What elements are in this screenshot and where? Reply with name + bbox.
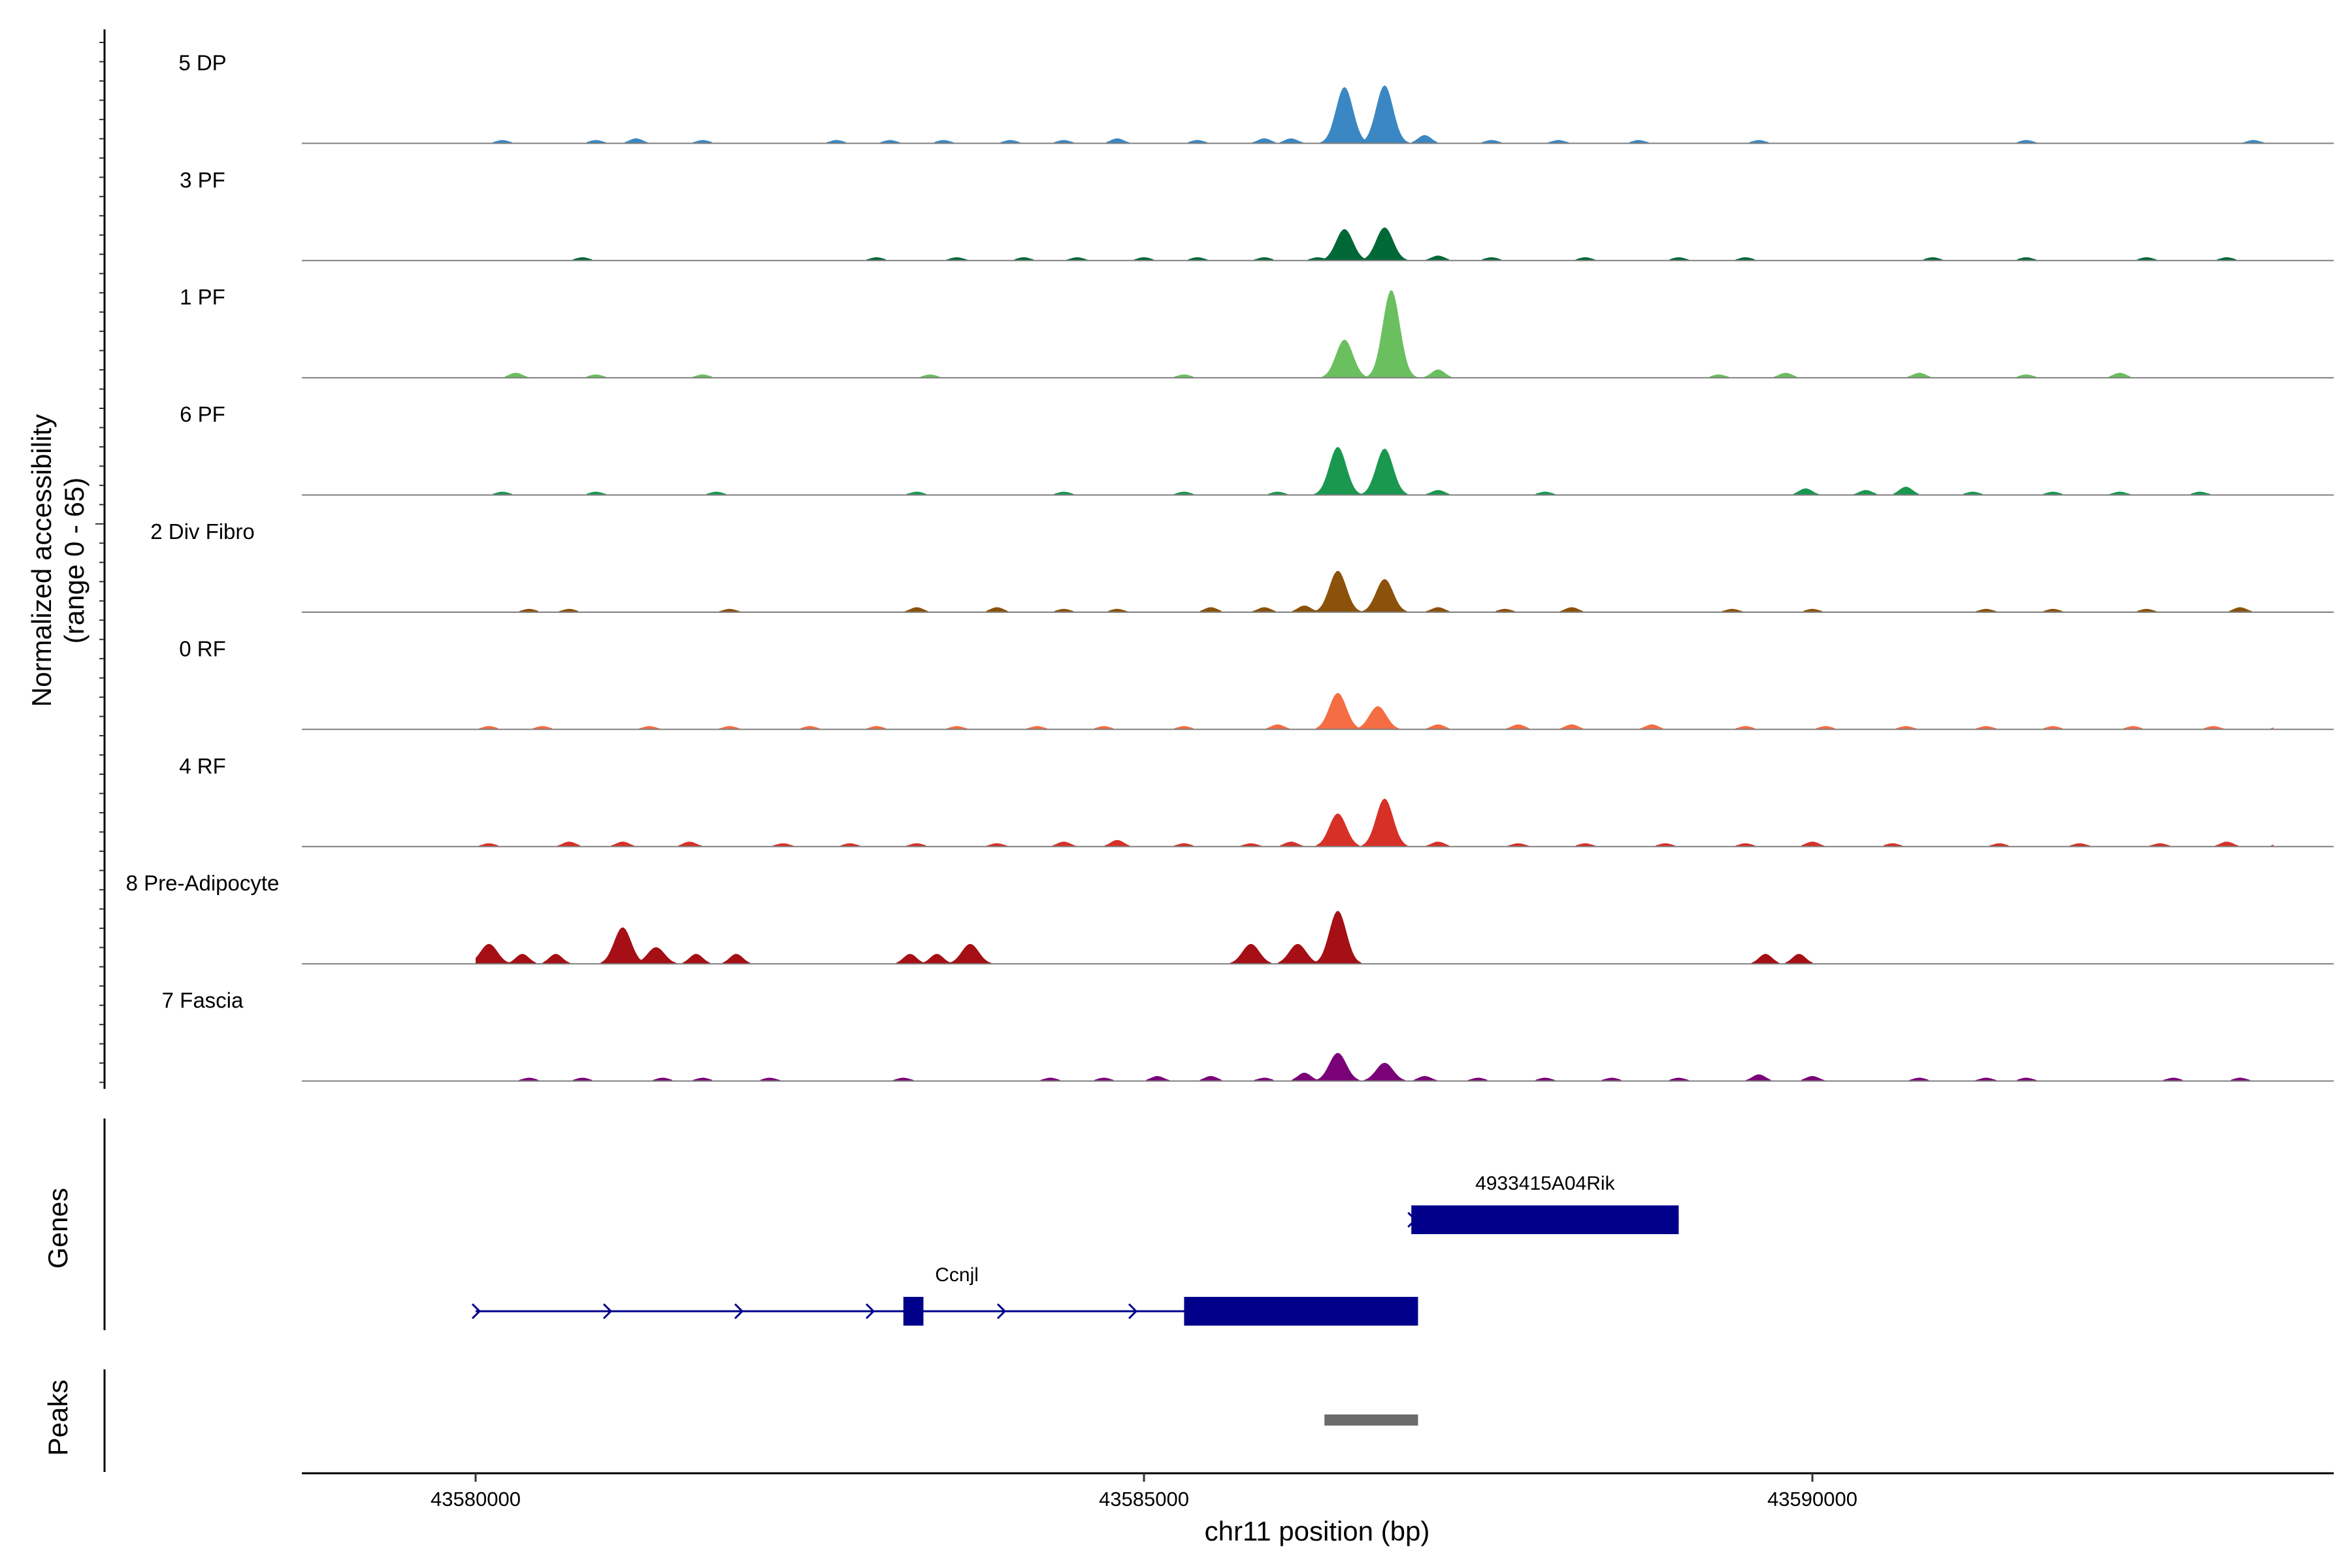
coverage-area	[476, 1053, 2274, 1081]
gene-exon	[1184, 1297, 1418, 1326]
gene-label: 4933415A04Rik	[1475, 1173, 1616, 1194]
track-1-pf: 1 PF	[180, 285, 2334, 379]
track-3-pf: 3 PF	[180, 168, 2334, 261]
strand-arrow	[734, 1303, 744, 1320]
gene-exon	[903, 1297, 924, 1326]
coverage-area	[476, 798, 2274, 847]
coverage-area	[476, 290, 2274, 378]
track-label: 2 Div Fibro	[150, 519, 255, 544]
peaks-track-label: Peaks	[42, 1380, 73, 1456]
y-axis-title: Normalized accessibility	[26, 414, 57, 707]
strand-arrow	[602, 1303, 613, 1320]
gene-4933415a04rik: 4933415A04Rik	[1407, 1173, 1679, 1234]
track-6-pf: 6 PF	[180, 402, 2334, 496]
coverage-tracks: 5 DP 3 PF 1 PF 6 PF 2 Div Fibro 0 RF 4 RF 8 Pre…	[126, 50, 2334, 1082]
gene-exon	[1411, 1205, 1679, 1234]
strand-arrow	[996, 1303, 1007, 1320]
coverage-area	[476, 227, 2274, 261]
track-2-div-fibro: 2 Div Fibro	[150, 519, 2334, 613]
gene-label: Ccnjl	[935, 1264, 979, 1286]
x-axis-title: chr11 position (bp)	[1205, 1516, 1430, 1546]
genes-track: Ccnjl 4933415A04Rik	[103, 1119, 1679, 1330]
coverage-area	[476, 693, 2274, 730]
track-label: 0 RF	[179, 636, 226, 661]
track-8-pre-adipocyte: 8 Pre-Adipocyte	[126, 871, 2334, 965]
track-5-dp: 5 DP	[178, 50, 2334, 144]
x-tick-label: 43585000	[1099, 1488, 1189, 1511]
strand-arrow	[1128, 1303, 1138, 1320]
track-7-fascia: 7 Fascia	[162, 988, 2334, 1082]
strand-arrow	[865, 1303, 875, 1320]
y-axis-subtitle: (range 0 - 65)	[59, 478, 90, 644]
track-label: 5 DP	[178, 50, 226, 74]
peaks-track	[103, 1369, 1418, 1472]
track-label: 8 Pre-Adipocyte	[126, 871, 280, 895]
gene-ccnjl: Ccnjl	[471, 1264, 1418, 1326]
x-tick-label: 43590000	[1767, 1488, 1857, 1511]
coverage-area	[476, 911, 2274, 964]
genes-track-label: Genes	[42, 1188, 73, 1269]
peak-region	[1324, 1414, 1418, 1426]
coverage-area	[476, 85, 2274, 144]
coverage-area	[476, 447, 2274, 495]
x-tick-label: 43580000	[431, 1488, 521, 1511]
x-axis: 43580000 43585000 43590000	[302, 1472, 2334, 1511]
y-axis	[95, 29, 106, 1089]
track-label: 6 PF	[180, 402, 225, 427]
track-label: 3 PF	[180, 168, 225, 192]
track-label: 1 PF	[180, 285, 225, 309]
track-0-rf: 0 RF	[179, 636, 2334, 730]
strand-arrow	[471, 1303, 482, 1320]
track-label: 4 RF	[179, 754, 226, 778]
track-label: 7 Fascia	[162, 988, 244, 1013]
coverage-area	[476, 570, 2274, 612]
track-4-rf: 4 RF	[179, 754, 2334, 847]
